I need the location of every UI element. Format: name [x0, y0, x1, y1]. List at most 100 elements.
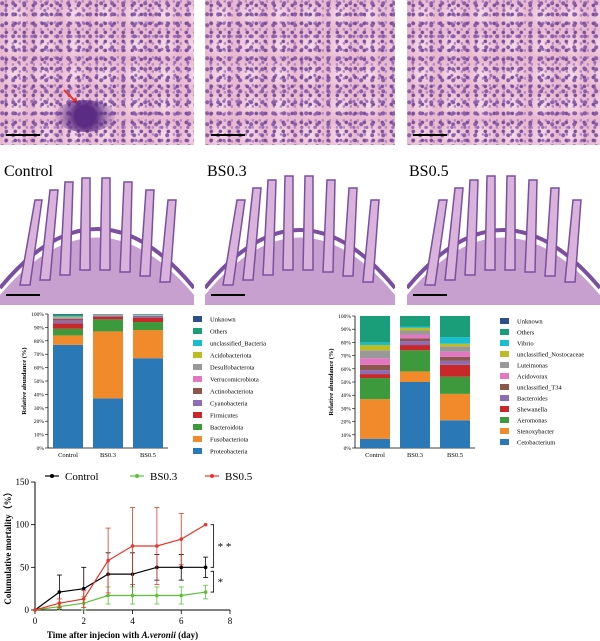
data-point: [81, 586, 86, 591]
y-tick-label: 150: [16, 477, 30, 487]
data-point: [106, 593, 110, 598]
y-tick-label: 40%: [341, 393, 352, 399]
legend-swatch: [500, 373, 509, 379]
legend-label: Unknown: [210, 317, 236, 324]
bar-segment: [53, 318, 83, 319]
scale-bar: [413, 134, 447, 139]
scale-bar: [413, 294, 447, 299]
y-tick-label: 50%: [34, 379, 45, 385]
x-axis-label: Time after injecion with A.veronii (day): [47, 630, 198, 640]
x-tick-label: Control: [58, 452, 78, 459]
y-tick-label: 60%: [341, 367, 352, 373]
mortality-line-chart: 0 50 100 150 0 2 4 6 8 Columulative mortality（%） T…: [3, 471, 253, 640]
legend-label: Fusobacteriota: [210, 437, 248, 444]
x-tick-label: 2: [82, 616, 87, 626]
bar-segment: [133, 358, 163, 448]
data-point: [130, 544, 135, 548]
bar-segment: [360, 358, 390, 365]
bar-segment: [93, 316, 123, 317]
bar-segment: [53, 320, 83, 324]
y-tick-label: 40%: [34, 392, 45, 398]
legend-label: BS0.3: [150, 471, 178, 483]
y-tick-label: 80%: [341, 340, 352, 346]
series-line: [34, 591, 206, 611]
x-tick-label: 0: [33, 616, 38, 626]
bar-segment: [93, 316, 123, 320]
x-tick-label: BS0.5: [447, 452, 463, 459]
legend-label: Firmicutes: [210, 413, 238, 420]
y-tick-label: 70%: [34, 352, 45, 358]
bar-segment: [440, 420, 470, 448]
legend-marker: [210, 474, 214, 478]
legend-swatch: [193, 388, 202, 394]
legend-swatch: [500, 395, 509, 401]
legend-swatch: [193, 424, 202, 430]
legend-label: Luteimonas: [517, 363, 548, 370]
legend-swatch: [500, 428, 509, 434]
x-tick-label: BS0.3: [100, 452, 116, 459]
x-tick-label: BS0.5: [140, 452, 156, 459]
data-point: [203, 590, 208, 594]
bar-segment: [440, 364, 470, 377]
legend-label: Bacteroides: [517, 396, 548, 403]
y-tick-label: 10%: [341, 433, 352, 439]
bar-segment: [53, 323, 83, 329]
x-tick-label: 6: [179, 616, 184, 626]
legend-swatch: [500, 417, 509, 423]
legend-swatch: [193, 400, 202, 406]
legend-label: Proteobacteria: [210, 449, 248, 456]
bar-segment: [400, 338, 430, 342]
bar-segment: [360, 438, 390, 448]
legend-label: Others: [517, 330, 535, 337]
data-point: [106, 558, 110, 563]
data-point: [179, 593, 184, 598]
bar-segment: [53, 317, 83, 319]
y-tick-label: 90%: [34, 325, 45, 331]
legend-label: Desulfobacterota: [210, 365, 255, 372]
data-point: [155, 544, 159, 548]
significance-bracket: [210, 570, 215, 593]
bar-segment: [360, 378, 390, 400]
legend-label: unclassified_Bacteria: [210, 341, 266, 348]
data-point: [57, 601, 62, 605]
legend-label: Bacteroidota: [210, 425, 243, 432]
bar-segment: [440, 343, 470, 347]
data-point: [179, 537, 184, 541]
lesion-cluster: [55, 100, 115, 132]
y-tick-label: 10%: [34, 433, 45, 439]
bar-segment: [400, 316, 430, 327]
y-tick-label: 0%: [344, 446, 352, 452]
x-tick-label: BS0.3: [407, 452, 423, 459]
bar-segment: [360, 345, 390, 351]
y-tick-label: 100: [16, 520, 30, 530]
data-point: [179, 565, 184, 570]
legend-label: unclassified_T34: [517, 385, 563, 392]
legend-swatch: [500, 329, 509, 335]
histology-bs03-intestine: [205, 160, 395, 305]
phylum-stacked-bar-chart: 0% 10% 20% 30% 40% 50% 60% 70% 80% 90% 100% Relativ…: [21, 312, 266, 459]
panel-label-bs05: BS0.5: [409, 163, 449, 180]
y-tick-label: 0: [25, 605, 30, 615]
histology-control-liver: [0, 0, 194, 145]
y-axis-label: Columulative mortality（%）: [3, 487, 13, 604]
bar-segment: [53, 335, 83, 345]
legend-swatch: [500, 318, 509, 324]
bar-segment: [360, 399, 390, 439]
bar-segment: [360, 370, 390, 375]
legend-swatch: [193, 364, 202, 370]
legend-swatch: [500, 406, 509, 412]
bar-segment: [93, 331, 123, 399]
legend-label: Control: [65, 471, 99, 483]
y-tick-label: 80%: [34, 339, 45, 345]
bar-segment: [440, 356, 470, 361]
bar-segment: [440, 337, 470, 344]
bar-segment: [400, 326, 430, 328]
x-tick-label: Control: [365, 452, 385, 459]
legend-label: Vibrio: [517, 341, 534, 348]
legend-label: Others: [210, 329, 228, 336]
panel-label-bs03: BS0.3: [207, 163, 247, 180]
bar-segment: [53, 314, 83, 315]
legend-swatch: [193, 316, 202, 322]
bar-segment: [133, 316, 163, 319]
data-point: [155, 593, 159, 598]
